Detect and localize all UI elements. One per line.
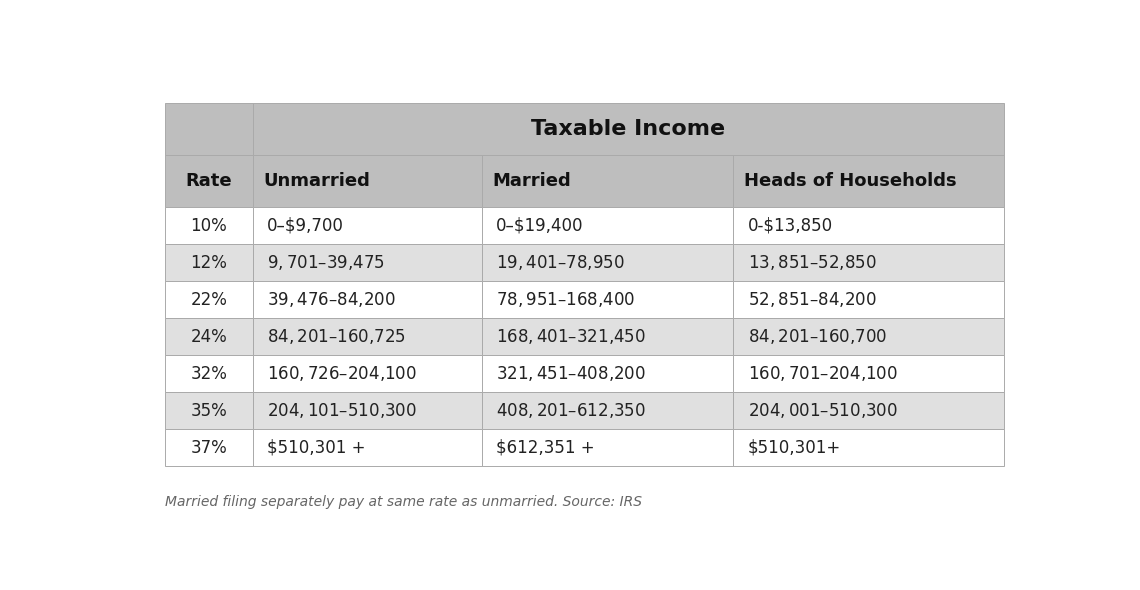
Text: $19,401–$78,950: $19,401–$78,950 (496, 253, 625, 272)
Bar (164, 244, 253, 281)
Text: 0-$13,850: 0-$13,850 (748, 217, 832, 235)
Bar (253, 281, 482, 318)
Text: $612,351 +: $612,351 + (496, 438, 594, 457)
Bar (253, 103, 1004, 155)
Bar (482, 207, 733, 244)
Text: 35%: 35% (190, 402, 227, 419)
Text: $168,401–$321,450: $168,401–$321,450 (496, 327, 645, 346)
Text: 32%: 32% (190, 365, 227, 382)
Bar (253, 244, 482, 281)
Text: Married: Married (492, 172, 571, 190)
Text: 10%: 10% (190, 217, 227, 235)
Bar (733, 281, 1004, 318)
Bar (164, 429, 253, 466)
Bar (253, 318, 482, 355)
Text: $160,726–$204,100: $160,726–$204,100 (267, 364, 417, 383)
Bar (733, 207, 1004, 244)
Bar (482, 392, 733, 429)
Text: 37%: 37% (190, 438, 227, 457)
Bar (733, 429, 1004, 466)
Text: 24%: 24% (190, 327, 227, 346)
Text: $321,451–$408,200: $321,451–$408,200 (496, 364, 645, 383)
Text: Taxable Income: Taxable Income (531, 119, 726, 139)
Text: Unmarried: Unmarried (263, 172, 370, 190)
Text: Heads of Households: Heads of Households (744, 172, 956, 190)
Bar (482, 155, 733, 207)
Text: $84,201–$160,725: $84,201–$160,725 (267, 327, 406, 346)
Bar (164, 155, 253, 207)
Text: Rate: Rate (186, 172, 233, 190)
Bar (733, 244, 1004, 281)
Bar (733, 355, 1004, 392)
Bar (482, 429, 733, 466)
Bar (253, 155, 482, 207)
Text: 0–$9,700: 0–$9,700 (267, 217, 344, 235)
Text: 22%: 22% (190, 290, 227, 309)
Bar (164, 392, 253, 429)
Bar (482, 281, 733, 318)
Bar (733, 155, 1004, 207)
Text: $84,201–$160,700: $84,201–$160,700 (748, 327, 887, 346)
Text: $204,101–$510,300: $204,101–$510,300 (267, 401, 417, 420)
Bar (482, 244, 733, 281)
Bar (733, 318, 1004, 355)
Bar (253, 355, 482, 392)
Bar (253, 429, 482, 466)
Text: $160,701–$204,100: $160,701–$204,100 (748, 364, 897, 383)
Text: Married filing separately pay at same rate as unmarried. Source: IRS: Married filing separately pay at same ra… (164, 495, 642, 509)
Bar (253, 392, 482, 429)
Text: $78,951–$168,400: $78,951–$168,400 (496, 290, 635, 309)
Text: $510,301+: $510,301+ (748, 438, 841, 457)
Text: $39,476–$84,200: $39,476–$84,200 (267, 290, 396, 309)
Bar (164, 281, 253, 318)
Bar (164, 207, 253, 244)
Text: $52,851–$84,200: $52,851–$84,200 (748, 290, 877, 309)
Bar (164, 103, 253, 155)
Bar (164, 318, 253, 355)
Text: $408,201–$612,350: $408,201–$612,350 (496, 401, 645, 420)
Bar (164, 355, 253, 392)
Text: $510,301 +: $510,301 + (267, 438, 366, 457)
Bar (253, 207, 482, 244)
Text: $13,851–$52,850: $13,851–$52,850 (748, 253, 877, 272)
Text: 0–$19,400: 0–$19,400 (496, 217, 584, 235)
Text: $9,701–$39,475: $9,701–$39,475 (267, 253, 385, 272)
Text: 12%: 12% (190, 254, 227, 271)
Text: $204,001–$510,300: $204,001–$510,300 (748, 401, 897, 420)
Bar (482, 318, 733, 355)
Bar (482, 355, 733, 392)
Bar (733, 392, 1004, 429)
